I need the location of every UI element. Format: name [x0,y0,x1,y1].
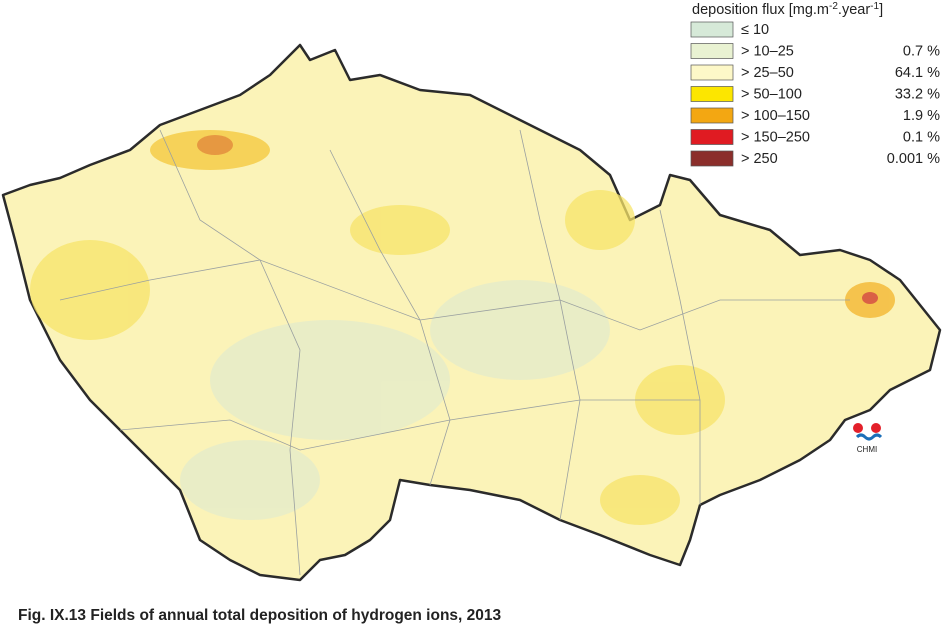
legend-swatch [690,64,734,81]
legend-label: > 25–50 [741,65,794,81]
district-borders [59,129,850,576]
legend-title: deposition flux [mg.m-2.year-1] [692,1,883,18]
legend-swatch [690,129,734,145]
logo-text: CHMI [857,445,877,454]
caption: Fig. IX.13 Fields of annual total deposi… [18,607,502,624]
legend-label: ≤ 10 [741,22,769,38]
legend-label: > 50–100 [741,87,802,103]
legend-percent: 33.2 % [895,87,940,103]
legend-percent: 64.1 % [895,65,940,81]
legend: deposition flux [mg.m-2.year-1] ≤ 10 > 10… [690,1,940,167]
legend-label: > 100–150 [741,108,810,124]
legend-label: > 150–250 [741,130,810,146]
legend-label: > 250 [741,151,778,167]
legend-label: > 10–25 [741,44,794,60]
legend-swatch [690,150,734,167]
legend-percent: 0.7 % [903,44,940,60]
legend-swatch [690,107,734,124]
deposition-fields [30,130,895,525]
legend-swatch [690,21,734,38]
legend-percent: 0.001 % [887,151,940,167]
logo: CHMI [853,423,883,454]
legend-swatch [690,86,734,102]
legend-percent: 0.1 % [903,130,940,146]
map [1,43,942,582]
legend-swatch [690,43,734,59]
legend-percent: 1.9 % [903,108,940,124]
